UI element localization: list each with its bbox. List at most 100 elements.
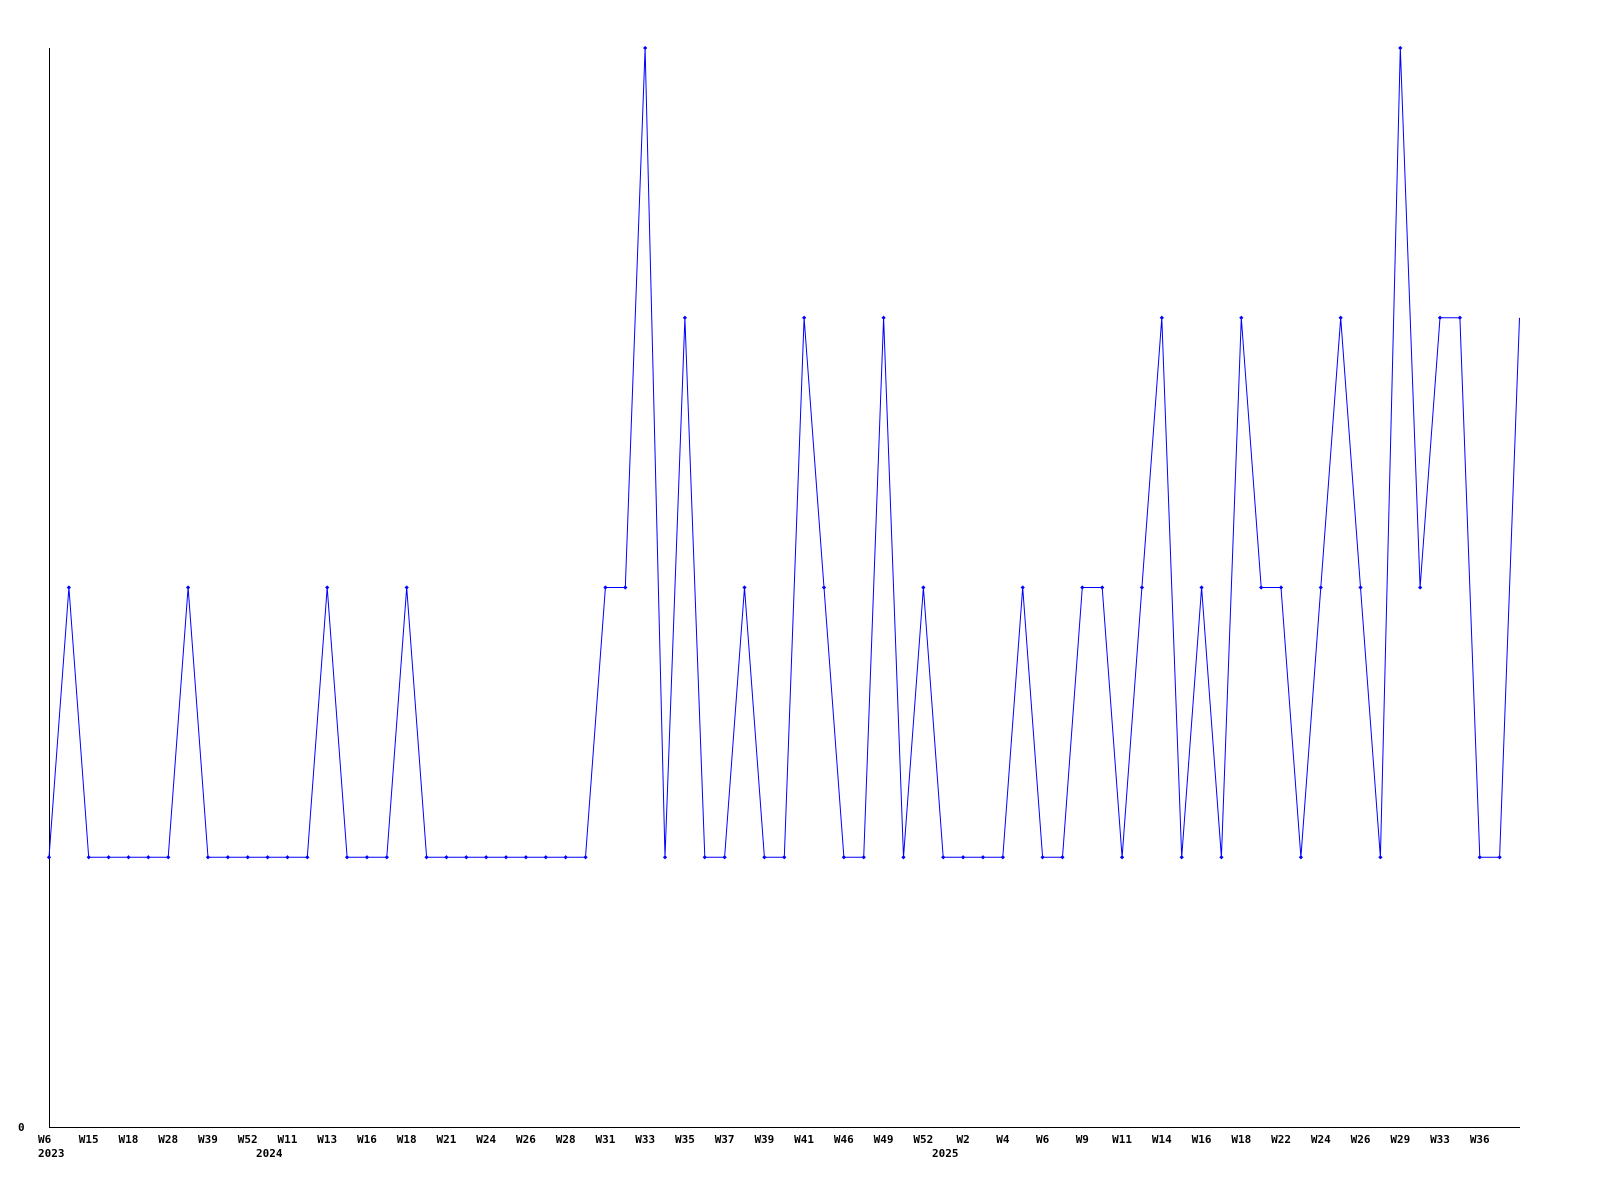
- data-point: [1080, 585, 1085, 590]
- data-point: [821, 585, 827, 590]
- data-point: [682, 315, 688, 320]
- data-point: [1040, 855, 1045, 860]
- data-point: [1338, 315, 1343, 320]
- x-tick-label: W28: [158, 1133, 178, 1146]
- data-point: [384, 855, 389, 860]
- x-tick-label: W21: [436, 1133, 456, 1146]
- x-tick-label: W46: [834, 1133, 854, 1146]
- data-point: [1378, 855, 1383, 860]
- data-point: [46, 855, 52, 860]
- series-line: [48, 47, 1520, 858]
- data-point: [1497, 855, 1502, 860]
- data-point: [563, 855, 568, 860]
- x-tick-label: W33: [635, 1133, 655, 1146]
- data-point: [225, 855, 230, 860]
- data-point: [1298, 855, 1304, 860]
- year-label: 2024: [256, 1147, 283, 1160]
- data-point: [285, 855, 290, 860]
- data-point: [364, 855, 370, 860]
- data-point: [1239, 315, 1244, 320]
- data-point: [305, 855, 310, 860]
- data-point: [921, 585, 926, 590]
- x-tick-label: W14: [1152, 1133, 1172, 1146]
- data-point: [146, 855, 151, 860]
- x-tick-label: W52: [238, 1133, 258, 1146]
- data-point: [702, 855, 707, 860]
- data-point: [245, 855, 250, 860]
- x-tick-label: W33: [1430, 1133, 1450, 1146]
- data-point: [1457, 315, 1463, 320]
- x-tick-label: W22: [1271, 1133, 1291, 1146]
- x-tick-label: W39: [198, 1133, 218, 1146]
- data-point: [464, 855, 469, 860]
- data-point: [782, 855, 787, 860]
- data-point: [583, 855, 588, 860]
- x-tick-label: W18: [1231, 1133, 1251, 1146]
- data-point: [603, 585, 608, 590]
- x-tick-label: W15: [79, 1133, 99, 1146]
- data-point: [841, 855, 846, 860]
- x-tick-label: W28: [556, 1133, 576, 1146]
- data-point: [980, 855, 986, 860]
- data-point: [1199, 585, 1204, 590]
- data-point: [325, 585, 330, 590]
- x-tick-label: W41: [794, 1133, 814, 1146]
- data-point: [662, 855, 668, 860]
- data-point: [643, 45, 648, 51]
- year-label: 2023: [38, 1147, 65, 1160]
- data-point: [1179, 855, 1184, 860]
- data-point: [1060, 855, 1065, 860]
- x-tick-label: W31: [595, 1133, 615, 1146]
- data-point: [126, 855, 131, 860]
- x-tick-label: W11: [278, 1133, 298, 1146]
- data-point: [66, 585, 71, 590]
- data-point: [166, 855, 171, 860]
- data-point: [484, 855, 489, 860]
- data-point: [265, 855, 270, 860]
- x-tick-label: W9: [1076, 1133, 1089, 1146]
- data-point: [1437, 315, 1443, 320]
- x-tick-label: W18: [397, 1133, 417, 1146]
- x-tick-label: W2: [956, 1133, 969, 1146]
- x-tick-label: W6: [38, 1133, 52, 1146]
- x-tick-label: W29: [1390, 1133, 1410, 1146]
- data-point: [1000, 855, 1005, 860]
- data-point: [1020, 585, 1025, 590]
- data-point: [881, 315, 886, 320]
- data-point: [185, 585, 191, 590]
- data-point: [424, 855, 429, 860]
- data-point: [960, 855, 966, 860]
- x-tick-label: W6: [1036, 1133, 1050, 1146]
- data-point: [1398, 45, 1403, 51]
- data-point: [404, 585, 409, 590]
- x-tick-label: W37: [715, 1133, 735, 1146]
- x-tick-label: W26: [1351, 1133, 1371, 1146]
- data-point: [1358, 585, 1363, 590]
- x-tick-label: W18: [119, 1133, 139, 1146]
- data-point: [722, 855, 727, 860]
- data-point: [523, 855, 529, 860]
- data-point: [1139, 585, 1145, 590]
- data-point: [742, 585, 747, 590]
- x-tick-label: W49: [874, 1133, 894, 1146]
- data-point: [1418, 585, 1423, 590]
- data-point: [861, 855, 866, 860]
- x-tick-label: W39: [754, 1133, 774, 1146]
- x-tick-label: W24: [476, 1133, 496, 1146]
- data-point: [941, 855, 946, 860]
- data-point: [344, 855, 350, 860]
- data-point: [1159, 315, 1164, 320]
- data-point: [762, 855, 767, 860]
- data-point: [106, 855, 111, 860]
- x-tick-label: W35: [675, 1133, 695, 1146]
- data-point: [1100, 585, 1105, 590]
- data-point: [503, 855, 509, 860]
- x-tick-label: W16: [357, 1133, 377, 1146]
- x-tick-label: W16: [1192, 1133, 1212, 1146]
- y-tick-label: 0: [18, 1121, 25, 1134]
- data-point: [1219, 855, 1224, 860]
- x-tick-label: W4: [996, 1133, 1010, 1146]
- data-point: [901, 855, 906, 860]
- data-point: [444, 855, 449, 860]
